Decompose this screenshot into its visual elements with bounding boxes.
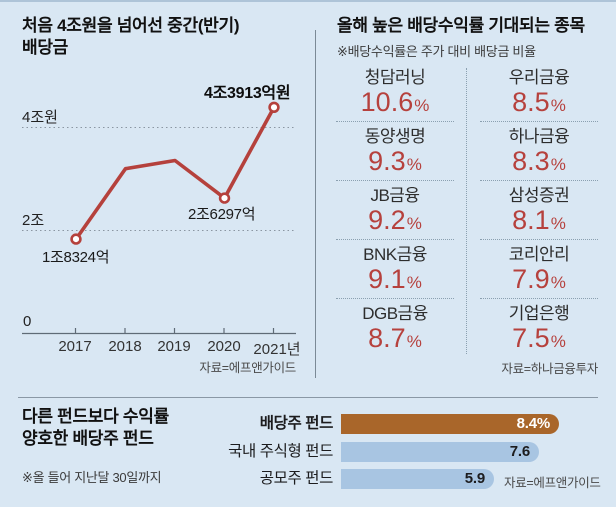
percent-sign: % xyxy=(406,214,422,234)
percent-sign: % xyxy=(406,273,422,293)
yield-cell: 청담러닝 10.6% xyxy=(336,63,454,122)
stock-yield: 8.7% xyxy=(368,325,422,352)
stock-name: 기업은행 xyxy=(508,304,570,323)
data-point-2021 xyxy=(268,101,280,114)
line-chart-title-line1: 처음 4조원을 넘어선 중간(반기) xyxy=(22,16,240,35)
line-chart-title: 처음 4조원을 넘어선 중간(반기) 배당금 xyxy=(22,15,240,60)
stock-yield: 9.2% xyxy=(368,207,422,234)
percent-sign: % xyxy=(406,155,422,175)
x-tick-2020: 2020 xyxy=(207,338,241,355)
fund-label: 공모주 펀드 xyxy=(259,470,334,487)
x-tick-2021: 2021년 xyxy=(253,341,301,358)
stock-yield: 9.3% xyxy=(368,148,422,175)
yield-value: 9.3 xyxy=(368,146,406,177)
stock-name: 청담러닝 xyxy=(364,68,426,87)
percent-sign: % xyxy=(550,96,566,116)
percent-sign: % xyxy=(550,273,566,293)
stock-name: 우리금융 xyxy=(508,68,570,87)
point-label-2021: 4조3913억원 xyxy=(204,85,291,102)
percent-sign: % xyxy=(414,96,430,116)
point-label-2020: 2조6297억 xyxy=(188,206,256,223)
yield-value: 7.5 xyxy=(512,323,550,354)
stock-yield: 8.3% xyxy=(512,148,566,175)
x-tick-2018: 2018 xyxy=(108,338,142,355)
stock-yield: 8.5% xyxy=(512,89,566,116)
point-label-2017: 1조8324억 xyxy=(42,249,110,266)
yield-value: 8.3 xyxy=(512,146,550,177)
percent-sign: % xyxy=(550,214,566,234)
yield-cell: 우리금융 8.5% xyxy=(480,63,598,122)
y-tick-2jo: 2조 xyxy=(22,212,45,229)
stock-yield: 10.6% xyxy=(361,89,430,116)
fund-chart-title-line1: 다른 펀드보다 수익률 xyxy=(22,407,169,426)
stock-name: 코리안리 xyxy=(508,245,570,264)
yield-value: 8.7 xyxy=(368,323,406,354)
x-tick-2019: 2019 xyxy=(157,338,191,355)
fund-label: 배당주 펀드 xyxy=(259,415,334,432)
y-tick-4jo: 4조원 xyxy=(22,109,58,126)
yield-table-column-divider xyxy=(466,68,467,354)
stock-yield: 9.1% xyxy=(368,266,422,293)
yield-table-subtitle: ※배당수익률은 주가 대비 배당금 비율 xyxy=(337,44,536,59)
yield-value: 7.9 xyxy=(512,264,550,295)
fund-value: 8.4% xyxy=(516,415,551,432)
yield-cell: 삼성증권 8.1% xyxy=(480,181,598,240)
fund-bar: 8.4% xyxy=(341,414,559,434)
fund-chart-source: 자료=에프앤가이드 xyxy=(504,476,601,490)
stock-name: 하나금융 xyxy=(508,127,570,146)
yield-value: 8.1 xyxy=(512,205,550,236)
yield-table: 청담러닝 10.6% 우리금융 8.5% 동양생명 9.3% 하나금융 8.3%… xyxy=(336,63,598,358)
line-chart-source: 자료=에프앤가이드 xyxy=(199,361,296,375)
yield-table-source: 자료=하나금융투자 xyxy=(501,362,598,376)
stock-yield: 7.9% xyxy=(512,266,566,293)
stock-yield: 8.1% xyxy=(512,207,566,234)
yield-cell: JB금융 9.2% xyxy=(336,181,454,240)
fund-row-ipo: 공모주 펀드 5.9 xyxy=(0,469,616,489)
stock-name: JB금융 xyxy=(370,186,420,205)
percent-sign: % xyxy=(550,332,566,352)
yield-value: 9.2 xyxy=(368,205,406,236)
top-border xyxy=(0,0,616,2)
yield-cell: 하나금융 8.3% xyxy=(480,122,598,181)
panel-divider xyxy=(315,30,316,378)
yield-cell: 코리안리 7.9% xyxy=(480,240,598,299)
yield-cell: BNK금융 9.1% xyxy=(336,240,454,299)
stock-name: DGB금융 xyxy=(362,304,428,323)
yield-value: 9.1 xyxy=(368,264,406,295)
fund-chart-title-line2: 양호한 배당주 펀드 xyxy=(22,429,154,449)
yield-cell: 동양생명 9.3% xyxy=(336,122,454,181)
fund-bar: 5.9 xyxy=(341,469,494,489)
stock-yield: 7.5% xyxy=(512,325,566,352)
percent-sign: % xyxy=(550,155,566,175)
x-axis-ticks xyxy=(74,328,275,334)
stock-name: 삼성증권 xyxy=(508,186,570,205)
y-tick-zero: 0 xyxy=(23,313,32,330)
fund-value: 7.6 xyxy=(509,443,530,460)
fund-bar: 7.6 xyxy=(341,442,539,462)
yield-cell: 기업은행 7.5% xyxy=(480,299,598,358)
line-chart-title-line2: 배당금 xyxy=(22,38,69,58)
fund-row-dividend: 배당주 펀드 8.4% xyxy=(0,414,616,434)
data-point-2020 xyxy=(218,192,231,204)
fund-row-domestic-equity: 국내 주식형 펀드 7.6 xyxy=(0,442,616,462)
yield-table-title: 올해 높은 배당수익률 기대되는 종목 xyxy=(337,16,585,35)
percent-sign: % xyxy=(406,332,422,352)
yield-value: 10.6 xyxy=(360,87,414,118)
yield-value: 8.5 xyxy=(512,87,550,118)
x-tick-2017: 2017 xyxy=(58,338,92,355)
data-point-2017 xyxy=(70,233,82,245)
stock-name: BNK금융 xyxy=(363,245,427,264)
yield-cell: DGB금융 8.7% xyxy=(336,299,454,358)
stock-name: 동양생명 xyxy=(364,127,426,146)
fund-label: 국내 주식형 펀드 xyxy=(228,443,333,460)
fund-chart-title: 다른 펀드보다 수익률 양호한 배당주 펀드 xyxy=(22,406,169,451)
fund-value: 5.9 xyxy=(464,470,485,487)
fund-chart-note: ※올 들어 지난달 30일까지 xyxy=(22,470,162,485)
section-divider xyxy=(18,397,598,398)
